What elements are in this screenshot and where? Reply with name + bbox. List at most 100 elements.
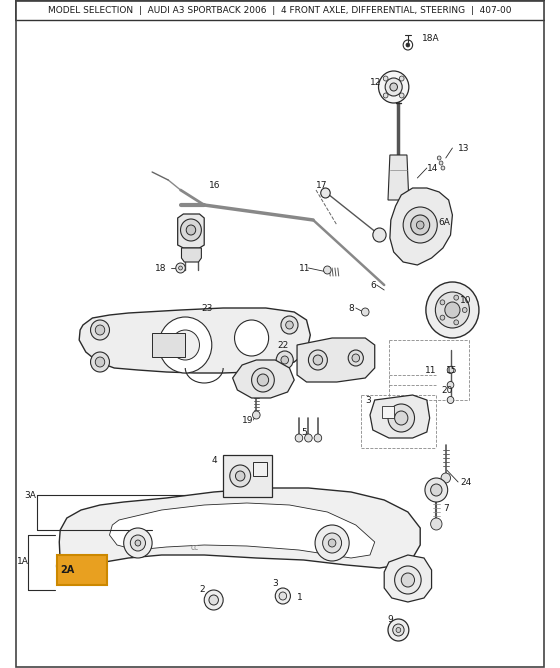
Text: 20: 20 [441, 385, 452, 395]
Circle shape [78, 561, 88, 571]
Circle shape [373, 228, 386, 242]
Text: 3: 3 [272, 580, 278, 589]
Circle shape [437, 156, 441, 160]
Circle shape [251, 368, 274, 392]
Text: 17: 17 [316, 180, 328, 190]
Polygon shape [178, 214, 204, 248]
Circle shape [257, 374, 269, 386]
Bar [223, 455, 272, 497]
Circle shape [328, 539, 336, 547]
Text: MODEL SELECTION  |  AUDI A3 SPORTBACK 2006  |  4 FRONT AXLE, DIFFERENTIAL, STEER: MODEL SELECTION | AUDI A3 SPORTBACK 2006… [48, 5, 512, 15]
Text: 6: 6 [370, 281, 376, 289]
Text: 3A: 3A [24, 490, 36, 500]
Circle shape [403, 207, 437, 243]
Circle shape [388, 404, 414, 432]
Text: 4: 4 [212, 456, 217, 464]
Circle shape [323, 533, 342, 553]
Circle shape [426, 282, 479, 338]
Circle shape [130, 535, 146, 551]
Bar [15, 0, 545, 20]
Circle shape [348, 350, 363, 366]
Text: 1A: 1A [17, 558, 29, 566]
Circle shape [315, 525, 349, 561]
Circle shape [383, 76, 388, 81]
Circle shape [383, 93, 388, 98]
Circle shape [124, 528, 152, 558]
Circle shape [309, 350, 328, 370]
Circle shape [276, 588, 291, 604]
Polygon shape [297, 338, 375, 382]
Polygon shape [384, 555, 432, 602]
Polygon shape [388, 155, 409, 200]
Circle shape [454, 295, 459, 300]
Text: 11: 11 [299, 263, 310, 273]
Text: 7: 7 [443, 504, 449, 512]
Circle shape [447, 397, 454, 403]
Text: 24: 24 [460, 478, 472, 486]
Circle shape [447, 367, 454, 373]
Text: 5: 5 [301, 428, 306, 436]
Circle shape [281, 316, 298, 334]
Text: 19: 19 [242, 415, 254, 424]
Circle shape [379, 71, 409, 103]
Circle shape [425, 478, 447, 502]
Text: 16: 16 [209, 180, 221, 190]
Circle shape [276, 351, 293, 369]
Text: 3: 3 [365, 395, 371, 405]
Text: 8: 8 [348, 303, 354, 313]
Circle shape [396, 627, 401, 633]
Circle shape [95, 357, 105, 367]
Circle shape [417, 221, 424, 229]
Polygon shape [110, 503, 375, 558]
Circle shape [410, 215, 430, 235]
Polygon shape [79, 308, 310, 373]
Circle shape [395, 411, 408, 425]
Text: 10: 10 [460, 295, 472, 305]
Circle shape [61, 560, 73, 572]
Circle shape [454, 320, 459, 325]
Circle shape [441, 166, 445, 170]
Text: 18A: 18A [422, 33, 440, 43]
Text: 6A: 6A [438, 218, 450, 226]
Circle shape [57, 555, 77, 577]
Circle shape [440, 300, 445, 305]
Circle shape [91, 320, 110, 340]
Bar [382, 406, 394, 418]
Circle shape [431, 484, 442, 496]
Polygon shape [181, 248, 202, 262]
Text: 12: 12 [370, 77, 381, 86]
Circle shape [395, 566, 421, 594]
Circle shape [399, 76, 404, 81]
Circle shape [324, 266, 331, 274]
Text: 1: 1 [297, 593, 303, 603]
Bar [152, 333, 185, 357]
Circle shape [281, 356, 288, 364]
Text: 18: 18 [155, 263, 166, 273]
Circle shape [235, 471, 245, 481]
Circle shape [235, 320, 269, 356]
Circle shape [74, 557, 91, 575]
Bar [254, 462, 267, 476]
Circle shape [135, 540, 141, 546]
Polygon shape [59, 488, 420, 572]
Circle shape [321, 188, 330, 198]
Text: 2: 2 [199, 585, 205, 595]
Circle shape [402, 573, 414, 587]
Circle shape [186, 225, 195, 235]
Circle shape [431, 518, 442, 530]
Circle shape [393, 624, 404, 636]
Circle shape [158, 317, 212, 373]
Text: 14: 14 [427, 164, 438, 172]
Text: cc: cc [190, 544, 199, 552]
Circle shape [95, 325, 105, 335]
Text: 2A: 2A [60, 565, 74, 575]
Circle shape [171, 330, 199, 360]
Text: 15: 15 [446, 365, 458, 375]
Bar [57, 555, 106, 585]
Circle shape [176, 263, 185, 273]
Circle shape [435, 292, 469, 328]
Text: 9: 9 [387, 615, 393, 625]
Polygon shape [390, 188, 452, 265]
Circle shape [180, 219, 202, 241]
Text: 22: 22 [277, 341, 288, 349]
